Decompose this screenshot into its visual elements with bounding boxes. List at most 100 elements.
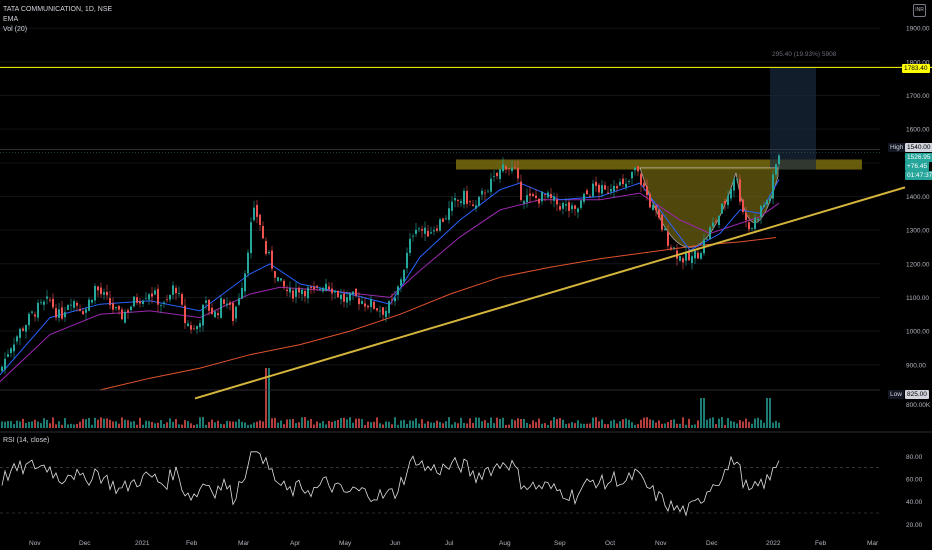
volume-bar	[199, 417, 201, 428]
candle-body	[523, 201, 525, 203]
candle-body	[103, 292, 105, 294]
volume-bar	[367, 422, 369, 428]
volume-bar	[262, 421, 264, 428]
volume-bar	[586, 424, 588, 428]
volume-bar	[43, 418, 45, 428]
candle-body	[541, 192, 543, 202]
candle-body	[154, 290, 156, 294]
volume-bar	[451, 425, 453, 428]
volume-bar	[760, 420, 762, 428]
volume-bar	[217, 421, 219, 428]
volume-bar	[427, 421, 429, 428]
candle-body	[265, 241, 267, 254]
candle-body	[379, 311, 381, 312]
candle-body	[199, 323, 201, 327]
volume-bar	[394, 417, 396, 428]
candle-body	[277, 277, 279, 281]
volume-bar	[766, 398, 768, 428]
volume-bar	[376, 417, 378, 428]
candle-body	[439, 219, 441, 230]
candle-body	[409, 239, 411, 253]
candle-body	[304, 291, 306, 296]
candle-body	[292, 291, 294, 299]
volume-bar	[250, 424, 252, 428]
candle-body	[271, 250, 273, 268]
volume-bar	[460, 418, 462, 428]
candle-body	[172, 285, 174, 294]
volume-bar	[73, 424, 75, 428]
candle-body	[685, 253, 687, 261]
volume-bar	[379, 423, 381, 428]
candle-body	[376, 308, 378, 310]
volume-bar	[595, 417, 597, 428]
candle-body	[208, 300, 210, 311]
volume-bar	[553, 417, 555, 428]
candle-body	[652, 205, 654, 210]
candle-body	[127, 310, 129, 312]
candle-body	[619, 182, 621, 186]
candle-body	[625, 184, 627, 188]
volume-bar	[256, 422, 258, 428]
volume-bar	[382, 424, 384, 428]
candle-body	[592, 184, 594, 197]
candle-body	[706, 239, 708, 240]
candle-body	[319, 289, 321, 290]
candle-body	[283, 281, 285, 287]
bar-timer-tag: 01:47:37	[905, 171, 932, 180]
volume-bar	[688, 419, 690, 428]
candle-body	[616, 186, 618, 188]
currency-button[interactable]: INR	[913, 4, 926, 17]
volume-bar	[412, 421, 414, 428]
candle-body	[64, 312, 66, 317]
volume-bar	[67, 424, 69, 428]
volume-bar	[571, 422, 573, 428]
volume-bar	[118, 424, 120, 428]
volume-bar	[301, 417, 303, 428]
candle-body	[52, 299, 54, 307]
candle-body	[394, 298, 396, 302]
candle-body	[553, 196, 555, 200]
volume-bar	[430, 422, 432, 428]
volume-bar	[664, 423, 666, 428]
volume-series	[1, 368, 780, 428]
candle-body	[217, 313, 219, 315]
candle-body	[166, 299, 168, 300]
volume-bar	[445, 421, 447, 428]
volume-bar	[391, 424, 393, 428]
volume-bar	[400, 420, 402, 428]
volume-bar	[616, 423, 618, 428]
volume-bar	[472, 423, 474, 428]
volume-bar	[724, 425, 726, 428]
candle-body	[529, 194, 531, 196]
volume-bar	[601, 419, 603, 428]
volume-bar	[160, 420, 162, 428]
candle-body	[211, 308, 213, 314]
price-tick-label: 900.00	[906, 362, 926, 369]
candle-body	[526, 195, 528, 202]
candle-body	[742, 200, 744, 212]
candle-body	[115, 307, 117, 308]
volume-bar	[130, 422, 132, 428]
candle-body	[589, 196, 591, 197]
candle-body	[772, 174, 774, 198]
price-tick-label: 1600.00	[906, 127, 930, 134]
volume-bar	[55, 424, 57, 428]
volume-bar	[577, 420, 579, 428]
volume-bar	[226, 421, 228, 428]
volume-bar	[448, 417, 450, 428]
candle-body	[736, 179, 738, 180]
volume-bar	[454, 422, 456, 428]
candle-body	[160, 305, 162, 306]
volume-bar	[154, 423, 156, 428]
candle-body	[34, 315, 36, 317]
volume-bar	[322, 421, 324, 428]
candle-body	[670, 247, 672, 248]
price-tick-label: 1200.00	[906, 261, 930, 268]
candle-body	[430, 232, 432, 233]
volume-bar	[727, 418, 729, 428]
volume-bar	[538, 418, 540, 428]
volume-bar	[40, 423, 42, 428]
volume-bar	[172, 422, 174, 428]
candle-body	[190, 325, 192, 329]
